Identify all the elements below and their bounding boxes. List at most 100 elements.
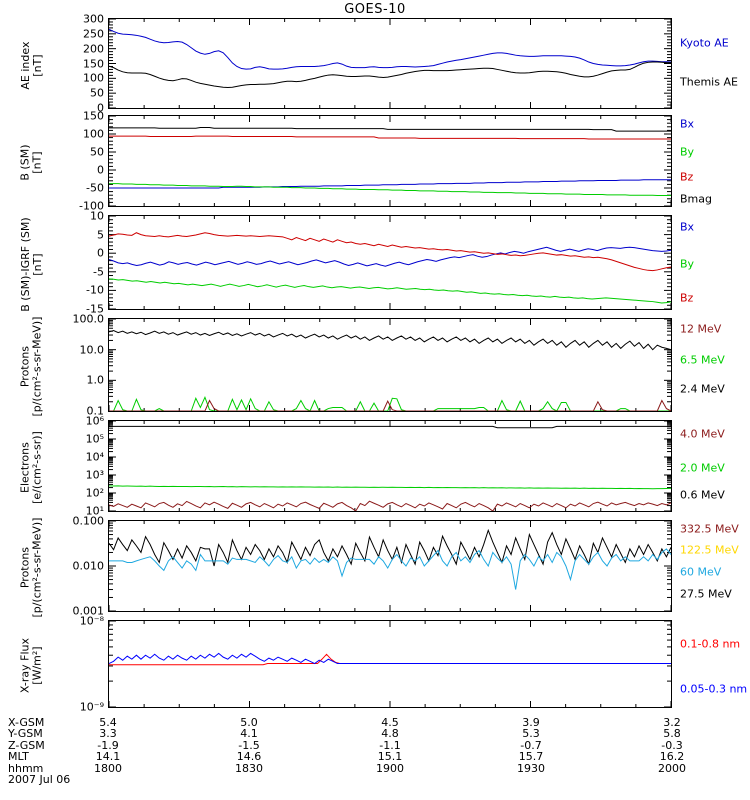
y-tick-label: 100 bbox=[83, 71, 104, 85]
y-tick-label: 0.1 bbox=[86, 404, 105, 418]
y-tick-label: 10⁻⁸ bbox=[79, 614, 104, 628]
y-tick-label: 10⁵ bbox=[85, 432, 104, 446]
legend-label-b-sm-0: Bx bbox=[680, 117, 695, 131]
series-line-kyoto-ae bbox=[109, 28, 671, 70]
y-tick-label: -5 bbox=[93, 265, 104, 279]
y-tick-label: 50 bbox=[90, 145, 104, 159]
plot-panel-b-sm bbox=[108, 115, 672, 207]
y-tick-label: 1.0 bbox=[86, 373, 105, 387]
y-tick-label: 200 bbox=[83, 42, 104, 56]
legend-label-electrons-2: 0.6 MeV bbox=[680, 488, 725, 502]
plot-canvas-b-sm-minus-igrf bbox=[109, 216, 671, 309]
y-tick-label: -10 bbox=[86, 283, 104, 297]
series-line-bx bbox=[109, 179, 671, 189]
y-tick-label: -50 bbox=[86, 181, 104, 195]
y-tick-label: 10⁻⁹ bbox=[79, 700, 104, 714]
y-tick-label: 10¹ bbox=[85, 504, 104, 518]
legend-label-protons-low-1: 6.5 MeV bbox=[680, 353, 725, 367]
y-tick-label: 150 bbox=[83, 57, 104, 70]
axis-value-x-gsm-1: 5.0 bbox=[240, 716, 258, 729]
y-tick-label: 100.0 bbox=[72, 312, 105, 326]
page-title: GOES-10 bbox=[344, 2, 406, 17]
y-tick-label: 100 bbox=[83, 127, 104, 141]
axis-value-mlt-4: 16.2 bbox=[659, 750, 685, 764]
axis-value-mlt-1: 14.6 bbox=[236, 750, 262, 764]
plot-panel-b-sm-minus-igrf bbox=[108, 215, 672, 310]
y-tick-label: 250 bbox=[83, 27, 104, 41]
axis-value-hhmm-4: 2000 bbox=[658, 761, 686, 775]
series-line-12-mev bbox=[109, 399, 671, 411]
axis-value-z-gsm-4: -0.3 bbox=[661, 738, 683, 752]
axis-value-y-gsm-2: 4.8 bbox=[381, 727, 399, 741]
legend-label-b-sm-minus-igrf-0: Bx bbox=[680, 220, 695, 234]
legend-label-protons-high-2: 60 MeV bbox=[680, 565, 722, 579]
axis-row-label-hhmm: hhmm bbox=[8, 761, 44, 775]
axis-row-label-x-gsm: X-GSM bbox=[8, 716, 45, 729]
legend-label-b-sm-3: Bmag bbox=[680, 192, 712, 206]
axis-value-z-gsm-0: -1.9 bbox=[97, 738, 119, 752]
axis-value-y-gsm-3: 5.3 bbox=[522, 727, 540, 741]
plot-canvas-ae-index bbox=[109, 19, 671, 108]
axis-value-x-gsm-3: 3.9 bbox=[522, 716, 540, 729]
series-line-60-mev bbox=[109, 548, 671, 590]
plot-canvas-xray-flux bbox=[109, 621, 671, 707]
series-line-4-0-mev bbox=[109, 500, 671, 511]
axis-value-z-gsm-1: -1.5 bbox=[238, 738, 260, 752]
series-line-0-05-0-3-nm bbox=[109, 652, 671, 665]
y-tick-label: -15 bbox=[86, 302, 104, 316]
y-tick-label: 0 bbox=[97, 246, 104, 260]
plot-canvas-protons-low bbox=[109, 319, 671, 411]
series-line-2-4-mev bbox=[109, 330, 671, 351]
y-tick-label: 300 bbox=[83, 12, 104, 26]
y-axis-title-xray-flux: X-ray Flux [W/m²] bbox=[18, 638, 43, 694]
y-tick-label: 10 bbox=[90, 209, 104, 223]
series-line-bz bbox=[109, 135, 671, 140]
date-stamp: 2007 Jul 06 bbox=[8, 773, 71, 786]
legend-label-xray-flux-0: 0.1-0.8 nm bbox=[680, 637, 741, 651]
y-tick-label: 5 bbox=[97, 228, 104, 242]
axis-value-x-gsm-0: 5.4 bbox=[99, 716, 117, 729]
axis-value-y-gsm-4: 5.8 bbox=[663, 727, 681, 741]
plot-canvas-protons-high bbox=[109, 521, 671, 611]
y-tick-label: 0.100 bbox=[72, 514, 105, 528]
series-line-27-5-mev bbox=[109, 528, 671, 567]
legend-label-xray-flux-1: 0.05-0.3 nm bbox=[680, 682, 748, 696]
y-tick-label: 10³ bbox=[85, 468, 104, 482]
axis-value-y-gsm-1: 4.1 bbox=[240, 727, 258, 741]
axis-value-hhmm-1: 1830 bbox=[235, 761, 263, 775]
axis-row-label-z-gsm: Z-GSM bbox=[8, 738, 45, 752]
legend-label-protons-high-1: 122.5 MeV bbox=[680, 543, 739, 557]
y-tick-label: 0 bbox=[97, 101, 104, 115]
legend-label-electrons-1: 2.0 MeV bbox=[680, 461, 725, 475]
plot-panel-xray-flux bbox=[108, 620, 672, 708]
series-line-themis-ae bbox=[109, 61, 671, 89]
axis-value-x-gsm-2: 4.5 bbox=[381, 716, 399, 729]
axis-value-mlt-2: 15.1 bbox=[377, 750, 403, 764]
plot-panel-ae-index bbox=[108, 18, 672, 109]
y-tick-label: 50 bbox=[90, 86, 104, 100]
series-line-by bbox=[109, 183, 671, 197]
plot-canvas-b-sm bbox=[109, 116, 671, 206]
y-tick-label: 150 bbox=[83, 109, 104, 123]
y-tick-label: 10⁴ bbox=[85, 450, 104, 464]
series-line-bmag bbox=[109, 127, 671, 132]
plot-panel-electrons bbox=[108, 420, 672, 512]
series-line-0-6-mev bbox=[109, 425, 671, 429]
legend-label-protons-high-0: 332.5 MeV bbox=[680, 522, 739, 536]
series-line-bz bbox=[109, 232, 671, 272]
axis-row-label-mlt: MLT bbox=[8, 750, 29, 764]
series-line-by bbox=[109, 278, 671, 304]
axis-value-z-gsm-2: -1.1 bbox=[379, 738, 401, 752]
legend-label-b-sm-minus-igrf-1: By bbox=[680, 257, 695, 271]
axis-value-hhmm-3: 1930 bbox=[517, 761, 545, 775]
y-tick-label: 10⁶ bbox=[85, 414, 104, 428]
axis-value-hhmm-2: 1900 bbox=[376, 761, 404, 775]
plot-canvas-electrons bbox=[109, 421, 671, 511]
axis-value-hhmm-0: 1800 bbox=[94, 761, 122, 775]
axis-value-mlt-3: 15.7 bbox=[518, 750, 544, 764]
y-tick-label: 0.001 bbox=[72, 604, 105, 618]
axis-value-z-gsm-3: -0.7 bbox=[520, 738, 542, 752]
axis-value-mlt-0: 14.1 bbox=[95, 750, 121, 764]
legend-label-b-sm-1: By bbox=[680, 145, 695, 159]
